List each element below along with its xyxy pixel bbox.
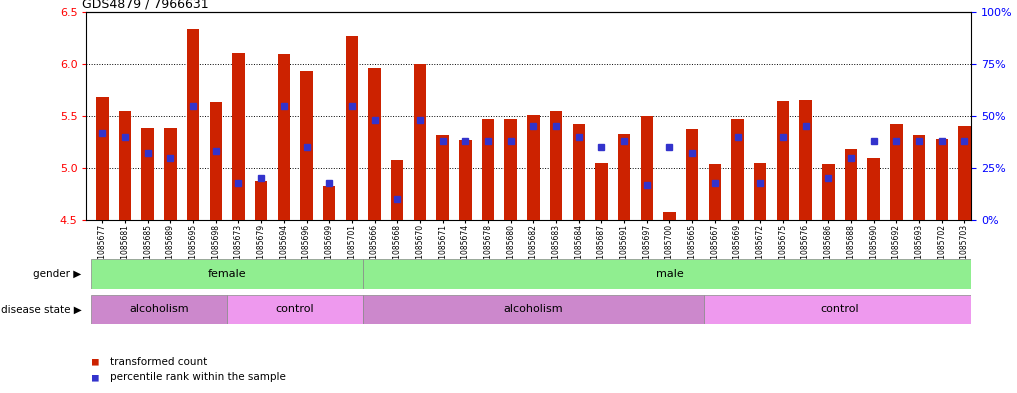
Bar bbox=[890, 124, 903, 220]
Bar bbox=[210, 103, 222, 220]
Bar bbox=[822, 164, 835, 220]
Bar bbox=[459, 140, 472, 220]
Bar bbox=[685, 129, 699, 220]
Bar bbox=[300, 71, 313, 220]
Bar bbox=[391, 160, 404, 220]
Text: percentile rank within the sample: percentile rank within the sample bbox=[110, 372, 286, 382]
Text: ■: ■ bbox=[92, 372, 99, 382]
Bar bbox=[232, 53, 245, 220]
Bar bbox=[414, 64, 426, 220]
Bar bbox=[868, 158, 880, 220]
Bar bbox=[187, 29, 199, 220]
Bar bbox=[504, 119, 517, 220]
Text: ■: ■ bbox=[92, 356, 99, 367]
Bar bbox=[709, 164, 721, 220]
Text: female: female bbox=[207, 269, 246, 279]
Text: disease state ▶: disease state ▶ bbox=[1, 305, 81, 314]
Bar bbox=[704, 295, 975, 324]
Bar bbox=[346, 36, 358, 220]
Text: male: male bbox=[656, 269, 683, 279]
Bar bbox=[368, 68, 380, 220]
Text: alcoholism: alcoholism bbox=[129, 305, 189, 314]
Bar bbox=[663, 212, 675, 220]
Bar bbox=[323, 186, 336, 220]
Bar bbox=[573, 124, 585, 220]
Text: transformed count: transformed count bbox=[110, 356, 207, 367]
Bar bbox=[363, 295, 704, 324]
Bar bbox=[913, 135, 925, 220]
Bar bbox=[550, 111, 562, 220]
Bar bbox=[595, 163, 608, 220]
Bar bbox=[141, 129, 154, 220]
Bar bbox=[936, 139, 948, 220]
Bar bbox=[436, 135, 448, 220]
Bar bbox=[799, 100, 812, 220]
Bar bbox=[754, 163, 767, 220]
Bar bbox=[255, 180, 267, 220]
Bar bbox=[641, 116, 653, 220]
Text: control: control bbox=[276, 305, 314, 314]
Bar bbox=[278, 55, 290, 220]
Bar bbox=[618, 134, 631, 220]
Text: gender ▶: gender ▶ bbox=[34, 269, 81, 279]
Text: alcoholism: alcoholism bbox=[503, 305, 563, 314]
Bar bbox=[482, 119, 494, 220]
Bar bbox=[527, 115, 540, 220]
Bar bbox=[363, 259, 975, 289]
Bar bbox=[164, 129, 177, 220]
Bar bbox=[91, 259, 363, 289]
Bar bbox=[958, 126, 970, 220]
Text: GDS4879 / 7966631: GDS4879 / 7966631 bbox=[82, 0, 208, 11]
Bar bbox=[91, 295, 227, 324]
Bar bbox=[96, 97, 109, 220]
Bar bbox=[777, 101, 789, 220]
Bar bbox=[845, 149, 857, 220]
Bar bbox=[227, 295, 363, 324]
Bar bbox=[119, 111, 131, 220]
Text: control: control bbox=[821, 305, 859, 314]
Bar bbox=[731, 119, 743, 220]
